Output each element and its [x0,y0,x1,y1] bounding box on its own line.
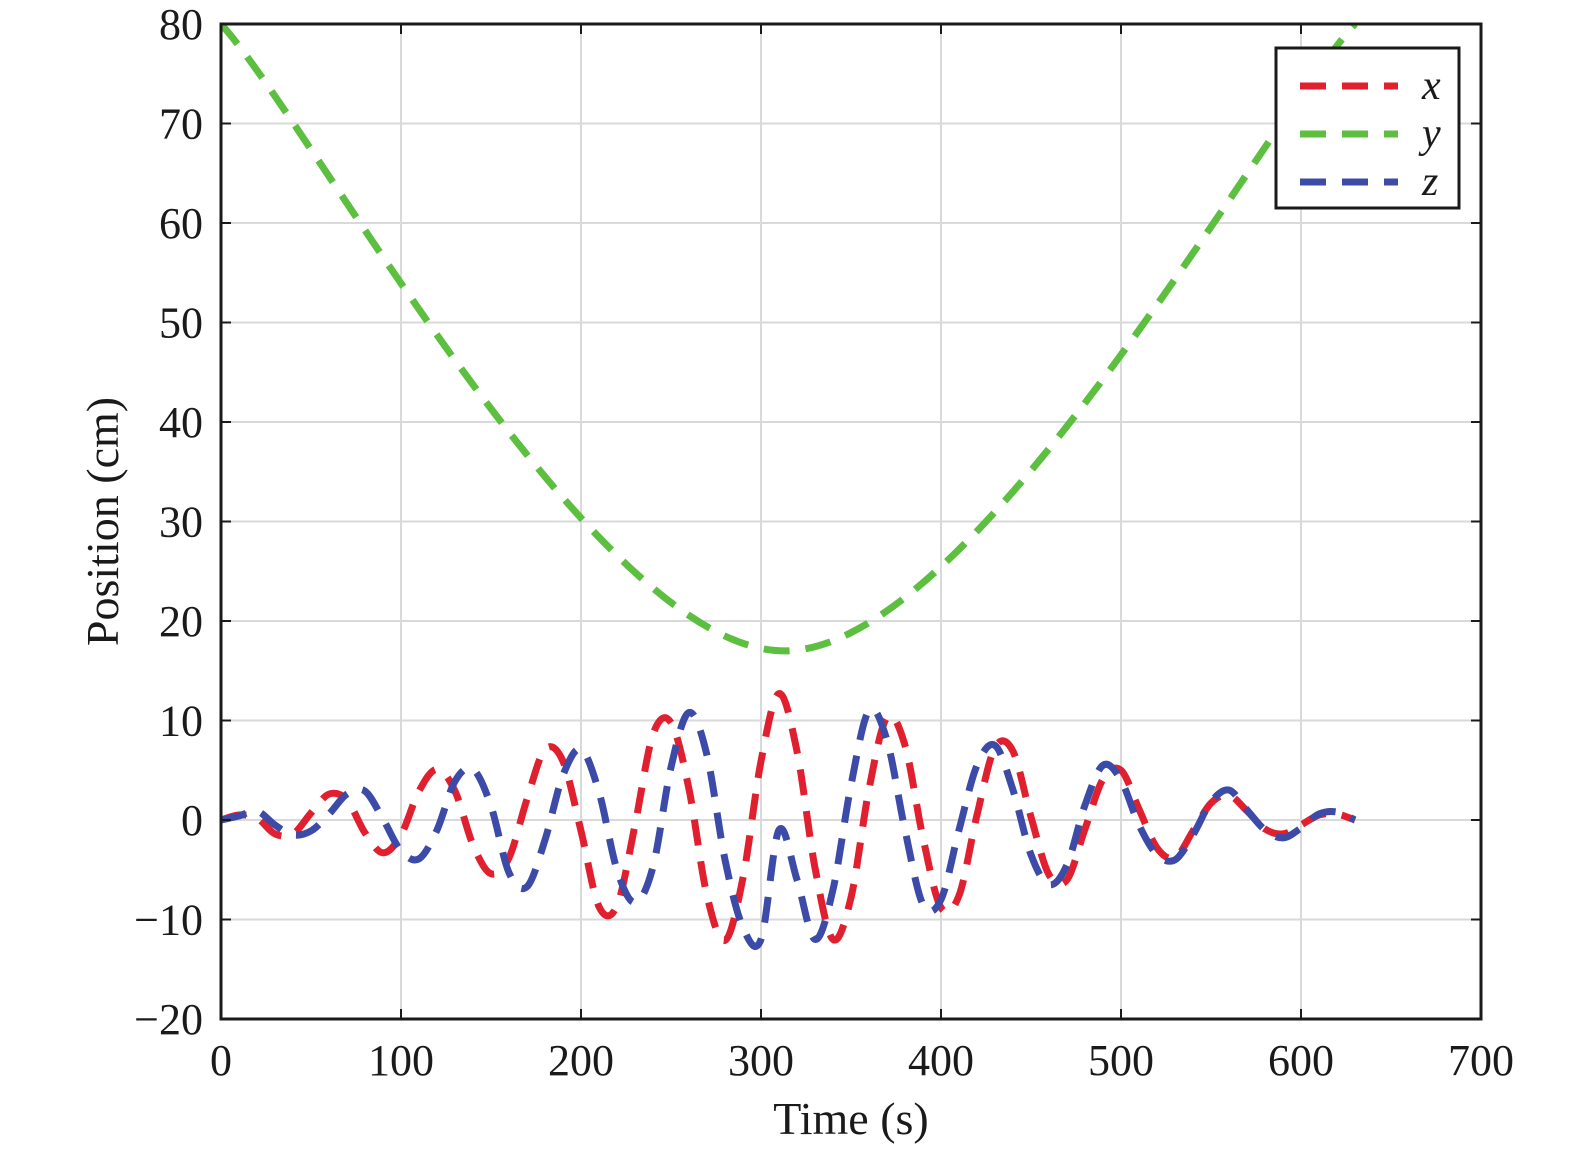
x-axis-label: Time (s) [773,1093,929,1144]
axis-ticks [220,23,1482,1020]
y-tick-label: 40 [159,398,203,447]
y-tick-label: 20 [159,597,203,646]
y-tick-label: 30 [159,498,203,547]
x-tick-label: 500 [1088,1036,1154,1085]
x-tick-label: 600 [1268,1036,1334,1085]
x-tick-label: 0 [210,1036,232,1085]
x-tick-label: 400 [908,1036,974,1085]
legend-label-y: y [1418,111,1441,157]
series-line-y [221,24,1358,655]
x-tick-label: 300 [728,1036,794,1085]
axis-tick-labels: 0 100 200 300 400 500 600 700 −20 −10 0 10 20 30 40 50 6… [134,0,1514,1085]
y-tick-label: −20 [134,995,203,1044]
x-tick-label: 200 [548,1036,614,1085]
y-tick-label: 10 [159,697,203,746]
y-tick-label: 70 [159,100,203,149]
y-axis-label: Position (cm) [77,397,128,646]
legend: xyz [1274,46,1461,210]
series-line-x [221,690,1357,944]
x-tick-label: 700 [1448,1036,1514,1085]
y-tick-label: 60 [159,199,203,248]
y-tick-label: −10 [134,896,203,945]
y-tick-label: 0 [181,796,203,845]
series-line-z [221,705,1357,950]
y-tick-label: 80 [159,0,203,49]
x-tick-label: 100 [368,1036,434,1085]
y-tick-label: 50 [159,299,203,348]
legend-label-x: x [1421,63,1441,109]
series-layer [221,24,1358,950]
legend-label-z: z [1421,159,1438,205]
